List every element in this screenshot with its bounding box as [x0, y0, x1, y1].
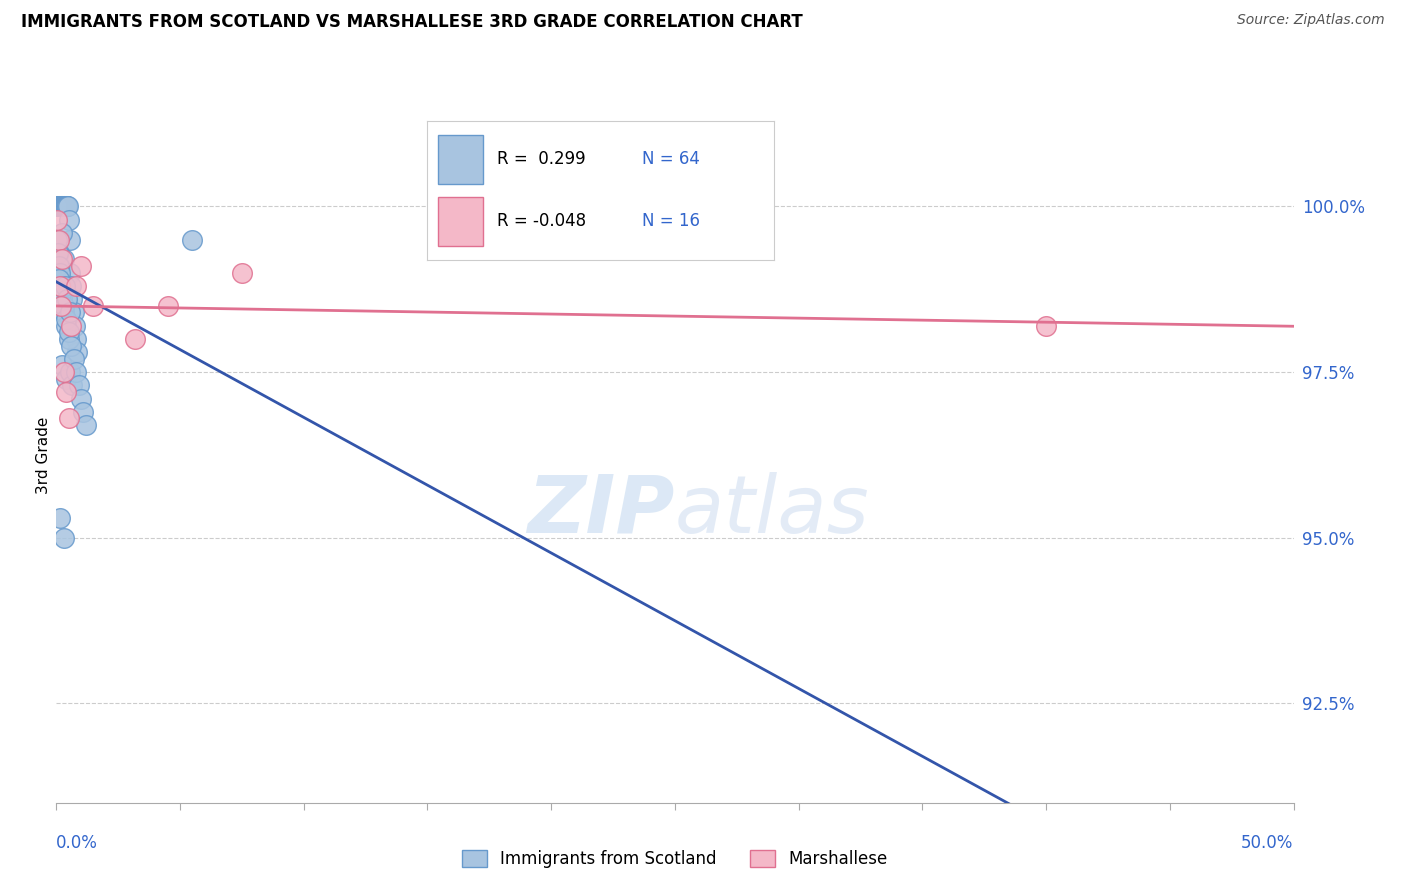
Point — [49, 259, 72, 273]
Point — [181, 233, 204, 247]
Point — [48, 199, 70, 213]
Text: 0.0%: 0.0% — [56, 834, 98, 852]
Point — [51, 199, 73, 213]
Text: IMMIGRANTS FROM SCOTLAND VS MARSHALLESE 3RD GRADE CORRELATION CHART: IMMIGRANTS FROM SCOTLAND VS MARSHALLESE … — [21, 13, 803, 31]
Point — [53, 279, 76, 293]
Point — [48, 259, 70, 273]
Point — [49, 266, 72, 280]
Point — [48, 272, 70, 286]
Point — [60, 338, 83, 352]
Point — [55, 199, 77, 213]
Point — [51, 199, 73, 213]
Point — [49, 199, 72, 213]
Point — [56, 292, 79, 306]
Point — [70, 259, 93, 273]
Point — [124, 332, 146, 346]
Point — [231, 266, 253, 280]
Point — [51, 285, 73, 300]
Point — [59, 305, 82, 319]
Point — [48, 245, 70, 260]
Point — [59, 266, 82, 280]
Point — [55, 199, 77, 213]
Point — [51, 226, 73, 240]
Point — [60, 292, 83, 306]
Point — [53, 199, 76, 213]
Point — [51, 279, 73, 293]
Text: Source: ZipAtlas.com: Source: ZipAtlas.com — [1237, 13, 1385, 28]
Point — [55, 318, 77, 333]
Point — [1035, 318, 1057, 333]
Point — [51, 252, 73, 267]
Point — [58, 411, 80, 425]
Text: ZIP: ZIP — [527, 472, 675, 549]
Point — [48, 233, 70, 247]
Point — [51, 299, 73, 313]
Y-axis label: 3rd Grade: 3rd Grade — [35, 417, 51, 493]
Point — [46, 245, 69, 260]
Point — [51, 272, 73, 286]
Point — [46, 212, 69, 227]
Point — [52, 299, 75, 313]
Point — [82, 299, 104, 313]
Point — [60, 318, 83, 333]
Text: 50.0%: 50.0% — [1241, 834, 1294, 852]
Point — [49, 199, 72, 213]
Point — [49, 279, 72, 293]
Point — [66, 345, 89, 359]
Point — [75, 418, 97, 433]
Point — [51, 359, 73, 373]
Point — [56, 199, 79, 213]
Point — [51, 292, 73, 306]
Point — [65, 332, 87, 346]
Point — [59, 365, 82, 379]
Point — [52, 199, 75, 213]
Point — [65, 279, 87, 293]
Point — [55, 384, 77, 399]
Point — [70, 392, 93, 406]
Point — [52, 305, 75, 319]
Point — [49, 511, 72, 525]
Point — [62, 351, 84, 366]
Legend: Immigrants from Scotland, Marshallese: Immigrants from Scotland, Marshallese — [456, 843, 894, 875]
Point — [55, 199, 77, 213]
Point — [156, 299, 179, 313]
Point — [52, 199, 75, 213]
Point — [52, 252, 75, 267]
Point — [53, 199, 76, 213]
Point — [60, 279, 83, 293]
Text: atlas: atlas — [675, 472, 870, 549]
Point — [48, 199, 70, 213]
Point — [72, 405, 94, 419]
Point — [55, 372, 77, 386]
Point — [65, 365, 87, 379]
Point — [58, 332, 80, 346]
Point — [63, 318, 86, 333]
Point — [62, 305, 84, 319]
Point — [55, 312, 77, 326]
Point — [51, 199, 73, 213]
Point — [52, 531, 75, 545]
Point — [52, 365, 75, 379]
Point — [60, 378, 83, 392]
Point — [67, 378, 90, 392]
Point — [46, 233, 69, 247]
Point — [46, 199, 69, 213]
Point — [59, 233, 82, 247]
Point — [58, 326, 80, 340]
Point — [58, 212, 80, 227]
Point — [56, 199, 79, 213]
Point — [46, 199, 69, 213]
